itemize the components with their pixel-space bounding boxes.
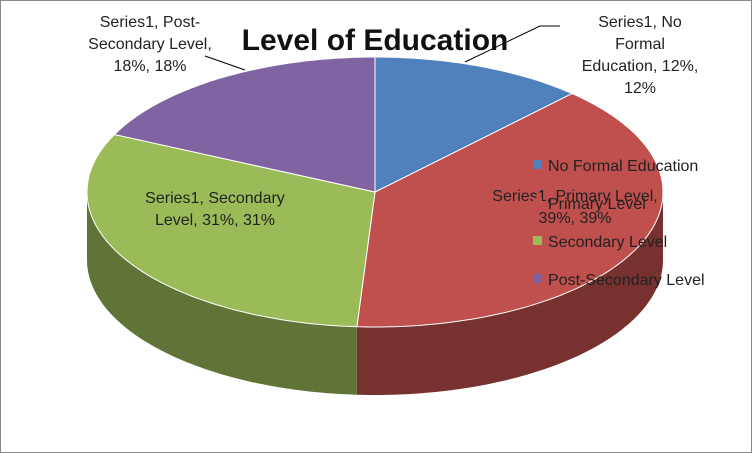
- legend-item: Primary Level: [533, 196, 646, 214]
- pie-sides: [87, 192, 663, 395]
- slice-side: [356, 192, 663, 395]
- pie-slice: [374, 56, 574, 193]
- pie-tops: [86, 56, 664, 328]
- pie-slice: [86, 133, 376, 328]
- leader-line: [204, 55, 246, 71]
- chart-title: Level of Education: [242, 24, 509, 57]
- legend-item: Post-Secondary Level: [533, 272, 705, 290]
- legend-label: Primary Level: [548, 196, 646, 213]
- data-label: Series1, Post-Secondary Level, 18%, 18%: [88, 14, 212, 75]
- legend-label: No Formal Education: [548, 158, 699, 175]
- legend-label: Secondary Level: [548, 234, 668, 251]
- legend-swatch: [533, 236, 542, 245]
- legend-swatch: [533, 160, 542, 169]
- pie-slice: [113, 56, 376, 193]
- legend-swatch: [533, 198, 542, 207]
- data-label: Series1, No Formal Education, 12%, 12%: [581, 14, 699, 97]
- leader-line: [464, 25, 560, 63]
- legend-swatch: [533, 274, 542, 283]
- pie-slice: [356, 93, 664, 328]
- legend-item: No Formal Education: [533, 158, 698, 176]
- slice-side: [87, 192, 357, 395]
- data-label: Series1, Secondary Level, 31%, 31%: [145, 190, 285, 229]
- legend-item: Secondary Level: [533, 234, 667, 252]
- legend-label: Post-Secondary Level: [548, 272, 705, 289]
